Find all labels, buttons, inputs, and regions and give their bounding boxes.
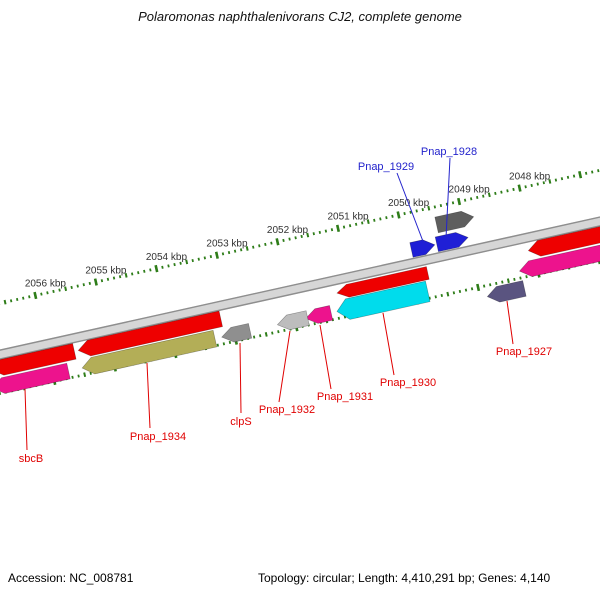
label-Pnap_1929: Pnap_1929 (358, 161, 414, 173)
label-sbcB: sbcB (19, 453, 43, 465)
label-Pnap_1932-line (278, 330, 291, 403)
gene-red-right[interactable] (527, 201, 600, 259)
label-Pnap_1928: Pnap_1928 (421, 146, 477, 158)
ruler-upper (0, 169, 600, 306)
tick-label-2049: 2049 kbp (449, 185, 491, 196)
gene-clpS[interactable] (220, 323, 253, 344)
label-sbcB-line (24, 388, 28, 451)
genome-track (0, 169, 600, 396)
gene-red-left[interactable] (77, 310, 223, 358)
tick-label-2048: 2048 kbp (509, 171, 551, 182)
gene-red-mid[interactable] (336, 266, 430, 300)
gene-Pnap_1934[interactable] (80, 329, 218, 376)
label-Pnap_1934: Pnap_1934 (130, 431, 186, 443)
gene-Pnap_1930[interactable] (335, 280, 431, 322)
gene-Pnap_1931[interactable] (304, 305, 334, 326)
gene-magenta-right[interactable] (518, 219, 600, 279)
gene-Pnap_1929[interactable] (409, 237, 437, 258)
gene-Pnap_1928[interactable] (434, 230, 469, 253)
tick-label-2053: 2053 kbp (206, 238, 248, 249)
label-Pnap_1931: Pnap_1931 (317, 391, 373, 403)
backbone-bottom-edge (0, 196, 600, 384)
gene-gray-upper[interactable] (434, 209, 476, 234)
label-Pnap_1928-line (445, 157, 451, 239)
label-Pnap_1927-line (506, 300, 514, 345)
tick-label-2051: 2051 kbp (327, 212, 369, 223)
label-Pnap_1934-line (146, 362, 151, 429)
genome-backbone (0, 187, 600, 384)
tick-label-2054: 2054 kbp (146, 252, 188, 263)
gene-red-farleft[interactable] (0, 343, 77, 378)
label-clpS-line (239, 342, 242, 414)
genome-stats-text: Topology: circular; Length: 4,410,291 bp… (258, 571, 551, 585)
tick-label-2052: 2052 kbp (267, 225, 309, 236)
accession-text: Accession: NC_008781 (8, 571, 134, 585)
gene-sbcB[interactable] (0, 362, 71, 396)
gene-Pnap_1927[interactable] (486, 280, 527, 305)
label-Pnap_1927: Pnap_1927 (496, 346, 552, 358)
label-clpS: clpS (230, 416, 251, 428)
tick-label-2056: 2056 kbp (25, 279, 67, 290)
label-Pnap_1931-line (319, 324, 332, 390)
tick-label-2055: 2055 kbp (85, 265, 127, 276)
label-Pnap_1930: Pnap_1930 (380, 377, 436, 389)
label-Pnap_1932: Pnap_1932 (259, 404, 315, 416)
label-Pnap_1929-line (396, 172, 425, 245)
backbone-top-edge (0, 187, 600, 376)
page-title: Polaromonas naphthalenivorans CJ2, compl… (138, 9, 462, 24)
gene-Pnap_1932[interactable] (276, 310, 310, 332)
label-Pnap_1930-line (382, 312, 395, 376)
